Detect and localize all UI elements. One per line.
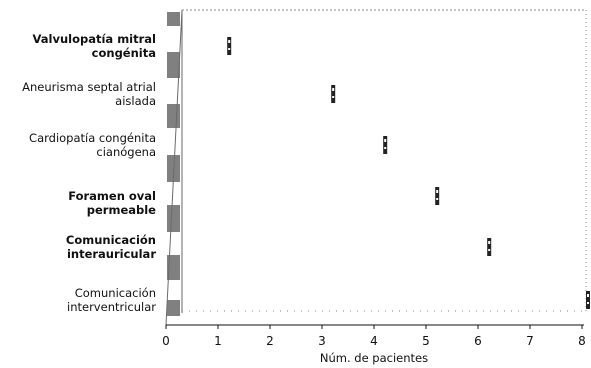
chart-marks [227,37,590,309]
data-point [331,85,336,103]
wall-hatch-block [167,255,180,280]
wall-hatch-block [167,52,180,78]
y-category-label-line: Valvulopatía mitral [32,32,157,46]
x-axis-ticks: 0 1 2 3 4 5 6 7 8 [162,325,586,348]
wall-hatch-block [167,104,180,128]
x-tick-label: 0 [162,334,170,348]
y-category-label-line: Comunicación [65,233,156,247]
y-category-label-line: aislada [115,94,156,108]
y-category-label: Foramen oval permeable [4,189,156,217]
y-category-label-line: Cardiopatía congénita [29,131,156,145]
x-tick-label: 6 [474,334,482,348]
chart-frame [166,9,587,326]
data-point [383,136,388,154]
y-category-label: Valvulopatía mitral congénita [4,32,157,60]
data-point [586,291,590,309]
y-category-label-line: cianógena [96,145,156,159]
wall-hatch-block [167,300,180,316]
y-category-label: Cardiopatía congénita cianógena [4,131,156,159]
x-tick-label: 3 [318,334,326,348]
x-tick-label: 7 [526,334,534,348]
x-tick-label: 5 [422,334,430,348]
wall-hatch-block [167,155,180,182]
wall-hatch-block [167,205,180,232]
y-category-label-line: Comunicación [74,286,156,300]
y-category-label: Aneurisma septal atrial aislada [4,80,156,108]
x-tick-label: 8 [578,334,586,348]
wall-hatch-block [167,12,180,26]
y-category-label-line: interventricular [67,300,156,314]
data-point [227,37,232,55]
data-point [435,187,440,205]
y-category-label-line: Aneurisma septal atrial [22,80,156,94]
y-category-label-line: interauricular [66,247,156,261]
y-category-label-line: Foramen oval permeable [68,189,156,217]
chart-back-wall [165,9,183,326]
x-axis-title: Núm. de pacientes [320,351,428,365]
y-category-label-line: congénita [91,46,156,60]
data-point [487,238,492,256]
x-tick-label: 2 [266,334,274,348]
x-tick-label: 1 [214,334,222,348]
x-tick-label: 4 [370,334,378,348]
y-category-label: Comunicación interauricular [4,233,156,261]
y-category-label: Comunicación interventricular [4,286,156,314]
